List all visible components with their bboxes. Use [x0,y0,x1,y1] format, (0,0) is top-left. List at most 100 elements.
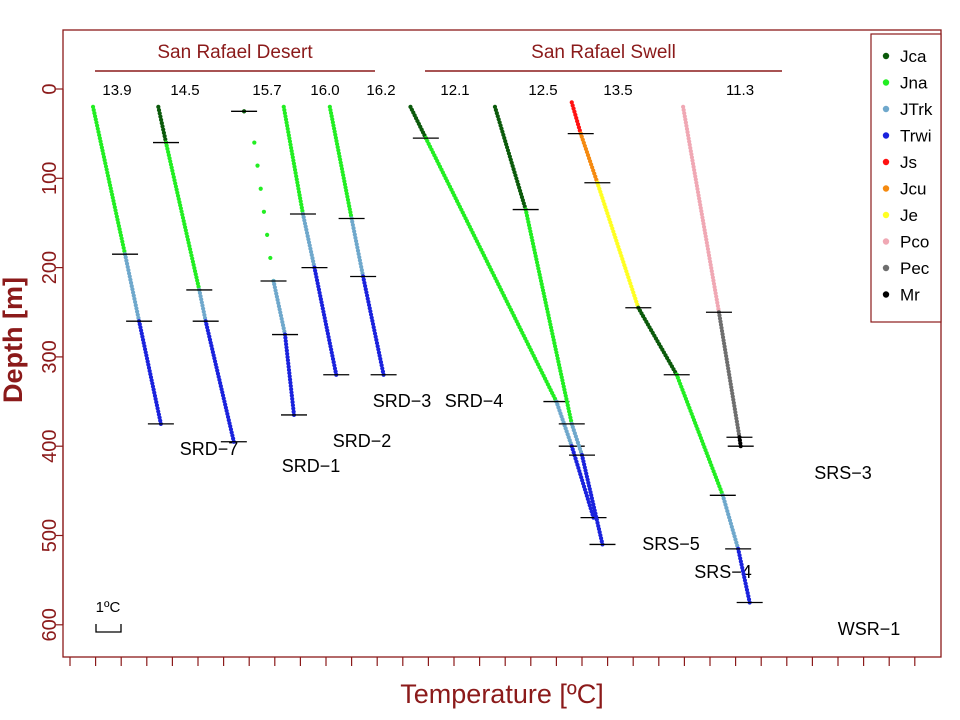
data-point [282,329,287,334]
data-point [370,318,375,323]
data-point [121,245,126,251]
data-point [285,123,290,128]
group-headers: San Rafael Desert San Rafael Swell [95,42,782,72]
data-point [288,142,293,147]
data-point [97,136,102,141]
well-srs-3: 13.5 SRS−3 [567,82,872,605]
data-point [721,341,727,346]
data-point [105,170,110,175]
data-point [185,237,191,242]
data-point [107,180,112,185]
data-point [357,255,362,260]
data-point [697,199,702,204]
data-point [283,335,288,340]
data-point [728,382,733,387]
data-point [276,300,281,306]
data-point [700,218,706,223]
data-point [731,400,736,405]
data-point [94,120,99,125]
data-point [379,363,384,368]
data-point [114,211,119,216]
data-point [350,219,355,224]
data-point [168,162,174,167]
well-name-label: SRD−3 [373,391,432,411]
well-srs-5: 12.1 SRS−5 [408,82,700,554]
data-point [287,374,292,379]
data-point [252,140,257,145]
data-point [158,114,163,119]
data-point [719,325,724,330]
data-point [357,258,363,263]
legend-label: Je [900,206,918,225]
well-name-label: WSR−1 [838,619,901,639]
y-tick-label: 0 [39,83,61,94]
data-point [687,139,692,144]
well-srd-4: 16.2 SRD−4 [327,82,503,411]
data-point [374,337,379,343]
data-point [726,366,731,371]
data-point [724,357,729,362]
data-point [290,403,296,408]
data-point [366,299,371,304]
data-point [185,234,190,239]
legend-label: Mr [900,286,920,305]
data-point [136,315,141,321]
data-point [715,303,720,309]
data-point [178,203,183,208]
well-name-label: SRS−4 [694,562,752,582]
data-point [302,221,308,226]
data-point [721,338,726,343]
legend-swatch [882,158,890,166]
start-temp-label: 13.5 [603,82,632,99]
data-point [198,294,203,299]
data-point [718,322,724,327]
data-point [710,272,715,277]
data-point [698,202,703,207]
data-point [286,361,291,366]
data-point [298,196,303,201]
data-point [285,351,290,356]
data-point [353,238,359,244]
data-point [711,281,717,286]
data-point [135,312,140,317]
data-point [199,300,204,305]
data-point [133,303,138,308]
data-point [190,259,196,264]
start-temp-label: 13.9 [102,82,131,99]
data-point [713,288,718,293]
data-point [689,152,694,157]
data-point [743,581,748,586]
data-point [315,281,320,286]
data-point [193,272,198,277]
data-point [176,196,181,202]
data-point [316,284,321,289]
data-point [735,543,740,548]
data-point [296,189,302,195]
data-point [355,248,361,253]
data-point [693,174,698,179]
data-point [353,235,358,240]
data-point [326,334,331,340]
data-point [92,111,97,116]
data-point [282,111,287,116]
data-point [720,335,726,340]
data-point [286,364,291,369]
data-point [374,340,380,346]
data-point [692,171,697,176]
data-point [350,222,355,228]
data-point [727,375,732,380]
data-point [182,221,187,227]
data-point [739,562,744,567]
data-point [168,159,173,164]
data-point [126,271,132,276]
data-point [129,283,134,289]
data-point [329,350,334,355]
data-point [116,220,121,225]
data-point [108,186,113,191]
data-point [681,104,686,109]
data-point [120,242,126,247]
data-point [103,161,108,166]
data-point [701,224,707,230]
data-point [99,142,104,147]
start-temp-label: 12.5 [528,82,557,99]
